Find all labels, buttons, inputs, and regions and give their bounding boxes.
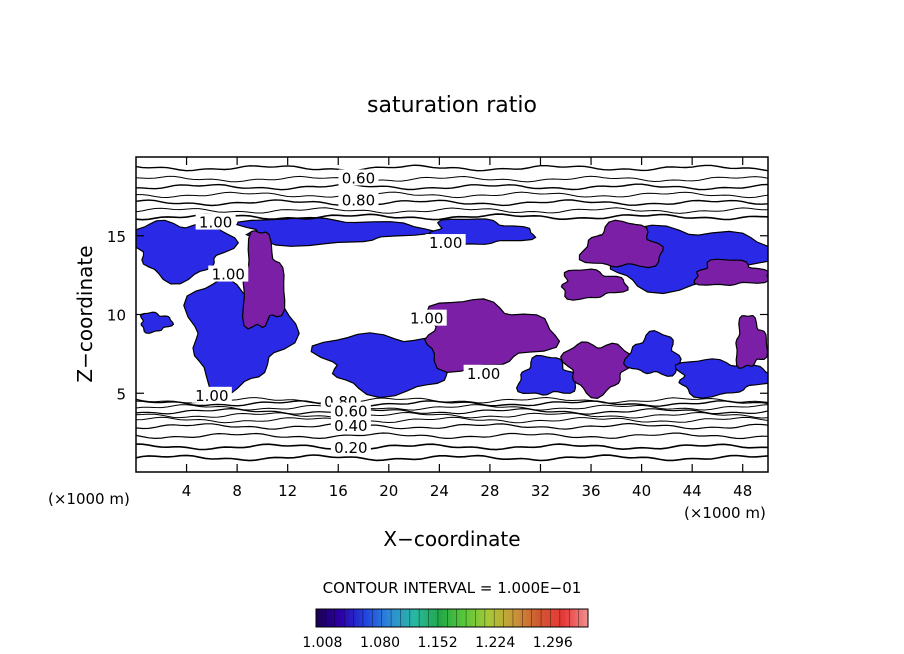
colorbar-tick-label: 1.224 xyxy=(475,635,515,651)
x-tick-label: 20 xyxy=(379,482,398,500)
x-unit-label-right: (×1000 m) xyxy=(684,504,766,522)
contour-line xyxy=(136,164,768,172)
fill-region xyxy=(424,298,561,374)
fill-region xyxy=(622,329,682,377)
fill-region xyxy=(735,314,768,369)
y-tick-label: 10 xyxy=(107,307,126,325)
x-tick-label: 8 xyxy=(232,482,242,500)
contour-label: 0.40 xyxy=(334,417,367,435)
x-unit-label-left: (×1000 m) xyxy=(48,490,130,508)
fill-region xyxy=(139,311,175,334)
contour-label: 1.00 xyxy=(199,214,232,232)
contour-label: 1.00 xyxy=(467,365,500,383)
y-tick-label: 15 xyxy=(107,228,126,246)
x-tick-label: 12 xyxy=(278,482,297,500)
contour-line xyxy=(136,422,768,430)
x-tick-label: 48 xyxy=(733,482,752,500)
contour-label: 1.00 xyxy=(195,387,228,405)
fill-region xyxy=(578,219,664,269)
contour-label: 0.60 xyxy=(334,403,367,421)
colorbar-ticks: 1.008 1.080 1.152 1.224 1.296 xyxy=(302,609,589,651)
x-tick-label: 4 xyxy=(182,482,192,500)
contour-label-bg xyxy=(338,169,379,186)
contour-label: 0.60 xyxy=(342,169,375,187)
fill-region xyxy=(693,258,768,287)
chart-title: saturation ratio xyxy=(367,93,537,118)
colorbar-tick-label: 1.152 xyxy=(418,635,458,651)
contour-labels: 0.600.801.001.001.001.001.001.00 0.800.60… xyxy=(191,169,504,457)
x-axis-ticks: 4 8 12 16 20 24 28 32 36 40 44 48 xyxy=(182,157,752,500)
x-tick-label: 28 xyxy=(480,482,499,500)
contour-line xyxy=(136,396,768,404)
contour-line xyxy=(136,183,768,191)
contour-line xyxy=(136,404,768,411)
contour-line xyxy=(136,213,768,221)
saturation-fill-regions xyxy=(136,216,768,400)
contour-line xyxy=(136,191,768,199)
contour-line xyxy=(136,175,768,183)
contour-lines xyxy=(136,164,768,462)
contour-label-bg xyxy=(330,402,371,419)
y-tick-label: 5 xyxy=(116,385,126,403)
contour-label-bg xyxy=(330,416,371,433)
x-tick-label: 32 xyxy=(531,482,550,500)
colorbar-tick-label: 1.080 xyxy=(360,635,400,651)
contour-label-bg xyxy=(195,213,236,230)
contour-line xyxy=(136,454,768,462)
x-tick-label: 24 xyxy=(430,482,449,500)
x-tick-label: 40 xyxy=(632,482,651,500)
contour-label-bg xyxy=(463,364,504,381)
contour-line xyxy=(136,432,768,440)
fill-region xyxy=(560,341,636,400)
contour-interval-label: CONTOUR INTERVAL = 1.000E−01 xyxy=(323,579,582,597)
contour-label-bg xyxy=(425,234,466,251)
x-tick-label: 36 xyxy=(581,482,600,500)
contour-label: 1.00 xyxy=(212,266,245,284)
x-tick-label: 44 xyxy=(683,482,702,500)
contour-label-bg xyxy=(338,191,379,208)
contour-label: 1.00 xyxy=(429,234,462,252)
contour-label-bg xyxy=(208,265,249,282)
x-axis-label: X−coordinate xyxy=(383,527,520,551)
colorbar-tick-label: 1.008 xyxy=(302,635,342,651)
contour-line xyxy=(136,207,768,214)
contour-label-bg xyxy=(191,386,232,403)
contour-line xyxy=(136,400,768,408)
fill-region xyxy=(241,230,286,330)
contour-label: 0.20 xyxy=(334,439,367,457)
contour-label-bg xyxy=(406,309,447,326)
y-axis-label: Z−coordinate xyxy=(73,245,97,382)
fill-region xyxy=(560,268,629,301)
contour-line xyxy=(136,411,768,419)
x-tick-label: 16 xyxy=(329,482,348,500)
contour-line xyxy=(136,416,768,424)
contour-line xyxy=(136,199,768,207)
contour-label: 1.00 xyxy=(410,310,443,328)
y-axis-ticks: 5 10 15 xyxy=(107,228,768,403)
fill-region xyxy=(515,354,578,396)
colorbar xyxy=(315,608,589,628)
contour-label-bg xyxy=(330,438,371,455)
colorbar-tick-label: 1.296 xyxy=(533,635,573,651)
contour-label: 0.80 xyxy=(342,192,375,210)
plot-area: 0.600.801.001.001.001.001.001.00 0.800.60… xyxy=(136,157,768,472)
contour-line xyxy=(136,443,768,451)
